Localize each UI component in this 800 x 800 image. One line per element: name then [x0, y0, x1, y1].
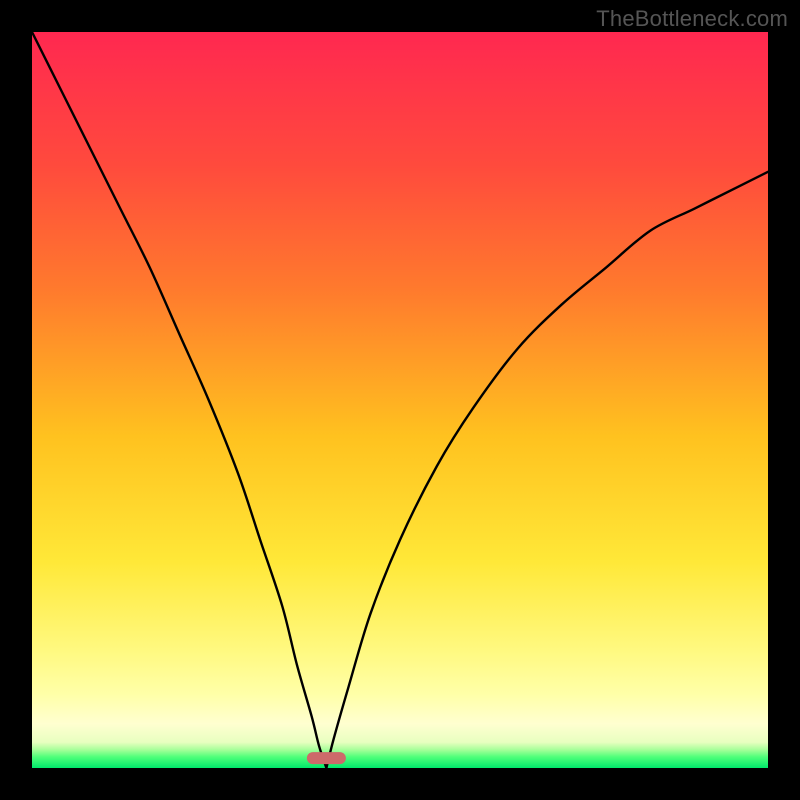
bottleneck-chart [0, 0, 800, 800]
minimum-marker [307, 753, 345, 765]
plot-background [32, 32, 768, 768]
chart-container: TheBottleneck.com [0, 0, 800, 800]
